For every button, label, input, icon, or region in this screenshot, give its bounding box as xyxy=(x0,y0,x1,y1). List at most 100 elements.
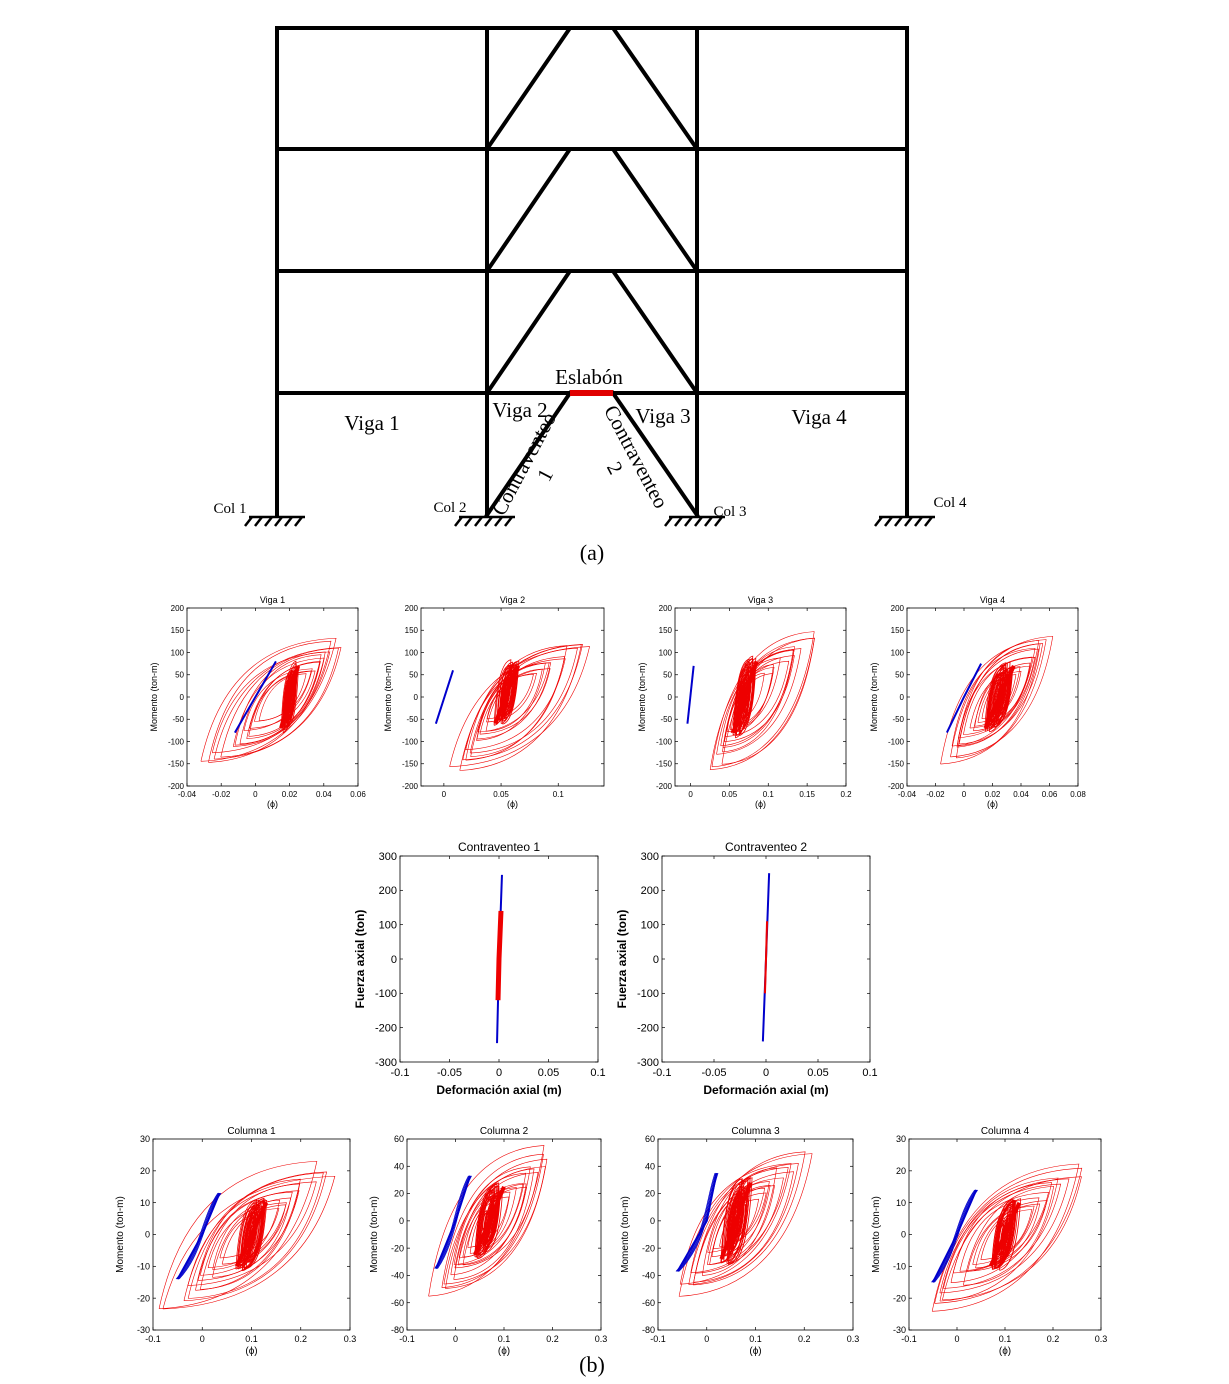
x-tick-label: 0.02 xyxy=(985,790,1001,799)
hysteresis-loop xyxy=(208,640,332,763)
hysteresis-loop xyxy=(716,648,802,755)
y-tick-label: 20 xyxy=(140,1166,150,1176)
elastic-branch xyxy=(676,1172,718,1272)
hysteresis-inner-loop xyxy=(994,1203,1013,1266)
elastic-loop xyxy=(675,1172,716,1272)
hysteresis-loop xyxy=(187,1172,324,1299)
inelastic-branch xyxy=(763,921,769,994)
x-tick-label: 0 xyxy=(496,1067,502,1079)
support-3-icon xyxy=(664,515,725,527)
elastic-loop xyxy=(437,1175,472,1269)
hysteresis-inner-loop xyxy=(986,666,1005,728)
hysteresis-loop xyxy=(441,1153,544,1288)
y-axis-label: Momento (ton-m) xyxy=(369,1196,380,1273)
elastic-loop xyxy=(434,1175,469,1269)
chart-title: Columna 3 xyxy=(731,1126,780,1137)
elastic-loop xyxy=(178,1192,221,1280)
y-tick-label: 200 xyxy=(891,604,905,613)
plot-frame xyxy=(674,607,847,787)
x-axis-label: (ϕ) xyxy=(999,1346,1011,1357)
eslabon-label: Eslabón xyxy=(555,365,623,389)
hysteresis-loop xyxy=(183,1171,328,1302)
elastic-loop xyxy=(934,1189,979,1283)
hysteresis-loop xyxy=(709,1185,775,1265)
y-tick-label: 30 xyxy=(896,1134,906,1144)
hysteresis-loop xyxy=(956,643,1041,759)
hysteresis-inner-loop xyxy=(991,1206,1009,1263)
hysteresis-loop xyxy=(679,1163,792,1285)
y-tick-label: 0 xyxy=(901,1230,906,1240)
y-tick-label: -80 xyxy=(642,1325,655,1335)
x-tick-label: 0.1 xyxy=(862,1067,877,1079)
hysteresis-loop xyxy=(200,637,337,762)
x-tick-label: 0 xyxy=(954,1334,959,1344)
x-tick-label: 0 xyxy=(763,1067,769,1079)
chart-contraventeo-2: -0.1 -0.05 0 0.05 0.1 -300 -200 -100 0 100 200 300 C… xyxy=(615,840,878,1097)
y-tick-label: 0 xyxy=(180,693,185,702)
x-tick-label: 0 xyxy=(200,1334,205,1344)
y-tick-label: -20 xyxy=(391,1243,404,1253)
hysteresis-loop xyxy=(211,651,331,754)
col-4-label: Col 4 xyxy=(934,495,967,511)
y-tick-label: 20 xyxy=(645,1189,655,1199)
plot-area xyxy=(675,1151,813,1297)
y-tick-label: 100 xyxy=(405,648,419,657)
plot-area xyxy=(428,1145,548,1297)
y-tick-label: 50 xyxy=(895,671,904,680)
y-tick-label: 300 xyxy=(379,851,397,863)
elastic-loop xyxy=(175,1192,219,1280)
hysteresis-inner-loop xyxy=(479,1195,495,1247)
x-tick-label: 0.2 xyxy=(546,1334,559,1344)
y-tick-label: 200 xyxy=(641,885,659,897)
hysteresis-inner-loop xyxy=(999,1198,1022,1271)
y-axis-label: Momento (ton-m) xyxy=(620,1196,631,1273)
y-tick-label: -100 xyxy=(168,737,185,746)
y-tick-label: -50 xyxy=(892,715,904,724)
hysteresis-inner-loop xyxy=(739,657,757,736)
y-tick-label: 10 xyxy=(896,1198,906,1208)
y-tick-label: 50 xyxy=(175,671,184,680)
x-tick-label: 0.3 xyxy=(595,1334,608,1344)
brace-story-4 xyxy=(484,26,700,152)
chart-contraventeo-1: -0.1 -0.05 0 0.05 0.1 -300 -200 -100 0 100 200 300 C… xyxy=(353,840,606,1097)
y-tick-label: -200 xyxy=(637,1023,659,1035)
x-tick-label: -0.1 xyxy=(391,1067,410,1079)
y-tick-label: -50 xyxy=(172,715,184,724)
x-tick-label: 0 xyxy=(704,1334,709,1344)
supports xyxy=(244,515,935,527)
x-axis-label: Deformación axial (m) xyxy=(436,1083,561,1097)
hysteresis-inner-loop xyxy=(727,1207,735,1234)
hysteresis-inner-loop xyxy=(477,1182,500,1260)
elastic-loop xyxy=(435,1175,471,1269)
plot-area xyxy=(434,643,590,771)
chart-title: Viga 2 xyxy=(500,595,525,605)
hysteresis-inner-loop xyxy=(476,1183,498,1258)
y-tick-label: 0 xyxy=(414,693,419,702)
y-tick-label: -80 xyxy=(391,1325,404,1335)
x-tick-label: 0.08 xyxy=(1070,790,1086,799)
hysteresis-loop xyxy=(453,1172,527,1265)
plot-frame xyxy=(657,1138,854,1331)
chart-title: Viga 4 xyxy=(980,595,1005,605)
plot-area xyxy=(940,636,1054,765)
chart-title: Viga 3 xyxy=(748,595,773,605)
x-tick-label: 0 xyxy=(453,1334,458,1344)
x-tick-label: 0.1 xyxy=(763,790,775,799)
hysteresis-loop xyxy=(220,647,339,758)
x-tick-label: 0.1 xyxy=(553,790,565,799)
hysteresis-loop xyxy=(162,1175,336,1310)
hysteresis-loop xyxy=(158,1161,318,1309)
hysteresis-inner-loop xyxy=(994,1200,1016,1269)
y-tick-label: 50 xyxy=(409,671,418,680)
viga-3-label: Viga 3 xyxy=(635,404,690,428)
y-tick-label: 100 xyxy=(171,648,185,657)
x-tick-label: -0.1 xyxy=(653,1067,672,1079)
elastic-branch xyxy=(945,663,982,734)
chart-title: Columna 1 xyxy=(227,1126,276,1137)
hysteresis-inner-loop xyxy=(726,1177,749,1264)
y-tick-label: 0 xyxy=(145,1230,150,1240)
y-tick-label: -150 xyxy=(168,760,185,769)
support-4-icon xyxy=(874,515,935,527)
elastic-loop xyxy=(931,1189,975,1283)
x-tick-label: 0.15 xyxy=(799,790,815,799)
